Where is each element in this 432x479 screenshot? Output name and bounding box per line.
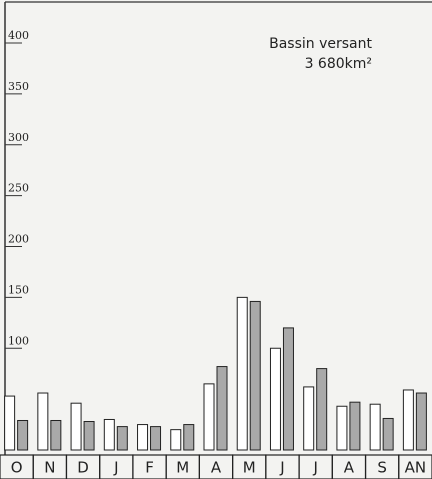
x-tick-label: J: [279, 459, 284, 477]
y-tick-label: 300: [8, 131, 29, 144]
bar: [236, 296, 248, 451]
y-tick-label: 400: [8, 29, 29, 42]
annotation: 3 680km²: [305, 56, 372, 72]
bar: [150, 426, 162, 451]
bar: [4, 395, 16, 451]
bar: [249, 300, 261, 451]
x-tick-label: J: [113, 459, 118, 477]
bar: [415, 392, 427, 451]
bar: [402, 389, 414, 451]
y-tick-label: 350: [8, 80, 29, 93]
y-tick-label: 100: [8, 334, 29, 347]
x-tick-label: O: [11, 459, 23, 477]
bar: [282, 327, 294, 451]
y-tick-label: 150: [8, 283, 29, 296]
bar: [83, 421, 95, 451]
bar: [203, 383, 215, 451]
bar: [316, 368, 328, 451]
bar: [50, 419, 62, 451]
bar: [103, 418, 115, 451]
x-tick-label: S: [377, 459, 387, 477]
x-tick-label: N: [44, 459, 55, 477]
bar: [382, 417, 394, 451]
bar: [37, 392, 49, 451]
bar: [336, 405, 348, 451]
annotation: Bassin versant: [269, 36, 372, 52]
x-tick-label: M: [176, 459, 189, 477]
bar: [137, 424, 149, 451]
x-tick-label: A: [344, 459, 355, 477]
bar: [269, 347, 281, 451]
bar: [349, 401, 361, 451]
bar: [216, 366, 228, 451]
bar: [17, 419, 29, 451]
bar: [183, 424, 195, 451]
y-tick-label: 250: [8, 182, 29, 195]
x-tick-label: F: [145, 459, 154, 477]
x-tick-label: D: [77, 459, 89, 477]
x-tick-label: AN: [405, 459, 426, 477]
y-tick-label: 200: [8, 233, 29, 246]
x-tick-label: A: [211, 459, 222, 477]
bar: [116, 426, 128, 451]
bar: [369, 403, 381, 451]
x-tick-label: M: [243, 459, 256, 477]
bar: [303, 386, 315, 451]
bar: [70, 402, 82, 451]
bar: [170, 429, 182, 451]
x-tick-label: J: [312, 459, 317, 477]
